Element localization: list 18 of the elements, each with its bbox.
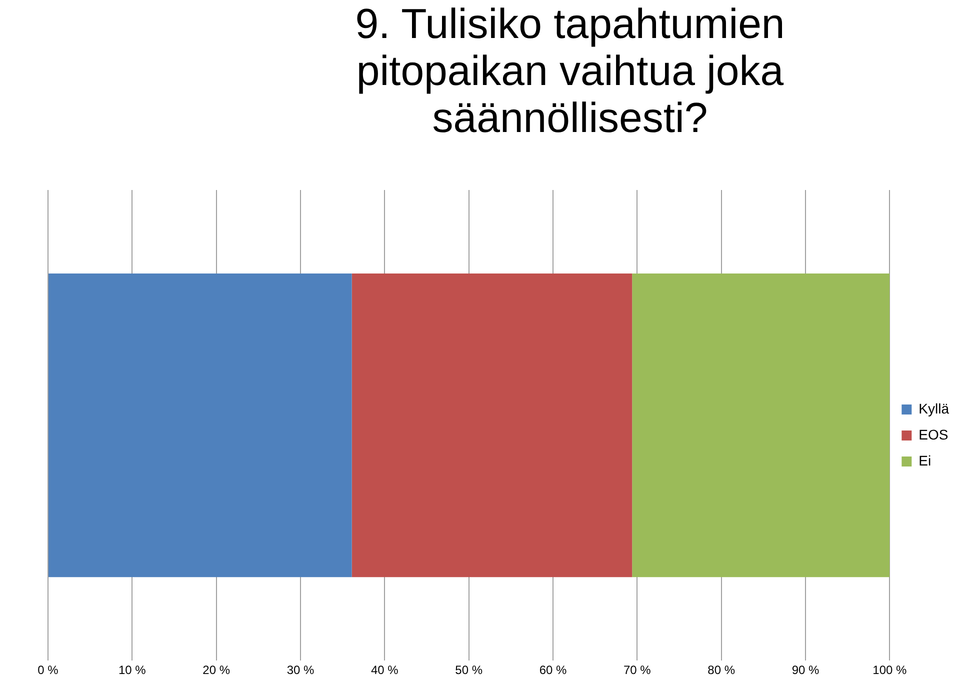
bar — [352, 274, 632, 578]
x-tick-label: 0 % — [38, 663, 59, 678]
chart-title: 9. Tulisiko tapahtumien pitopaikan vaihtua joka säännöllisesti? — [354, 0, 786, 142]
x-tick-label: 60 % — [539, 663, 567, 678]
x-tick-label: 20 % — [202, 663, 230, 678]
x-tick-label: 40 % — [370, 663, 399, 678]
legend-label: EOS — [918, 426, 948, 442]
legend-label: Kyllä — [918, 400, 950, 416]
x-tick-label: 100 % — [872, 663, 907, 678]
bar — [632, 274, 890, 578]
x-tick-label: 50 % — [455, 663, 483, 678]
x-tick-label: 80 % — [708, 663, 736, 678]
x-tick-label: 10 % — [118, 663, 146, 678]
bar — [48, 274, 352, 578]
x-tick-label: 70 % — [623, 663, 652, 678]
legend-label: Ei — [918, 452, 932, 468]
x-tick-label: 30 % — [286, 663, 314, 678]
x-tick-label: 90 % — [792, 663, 820, 678]
